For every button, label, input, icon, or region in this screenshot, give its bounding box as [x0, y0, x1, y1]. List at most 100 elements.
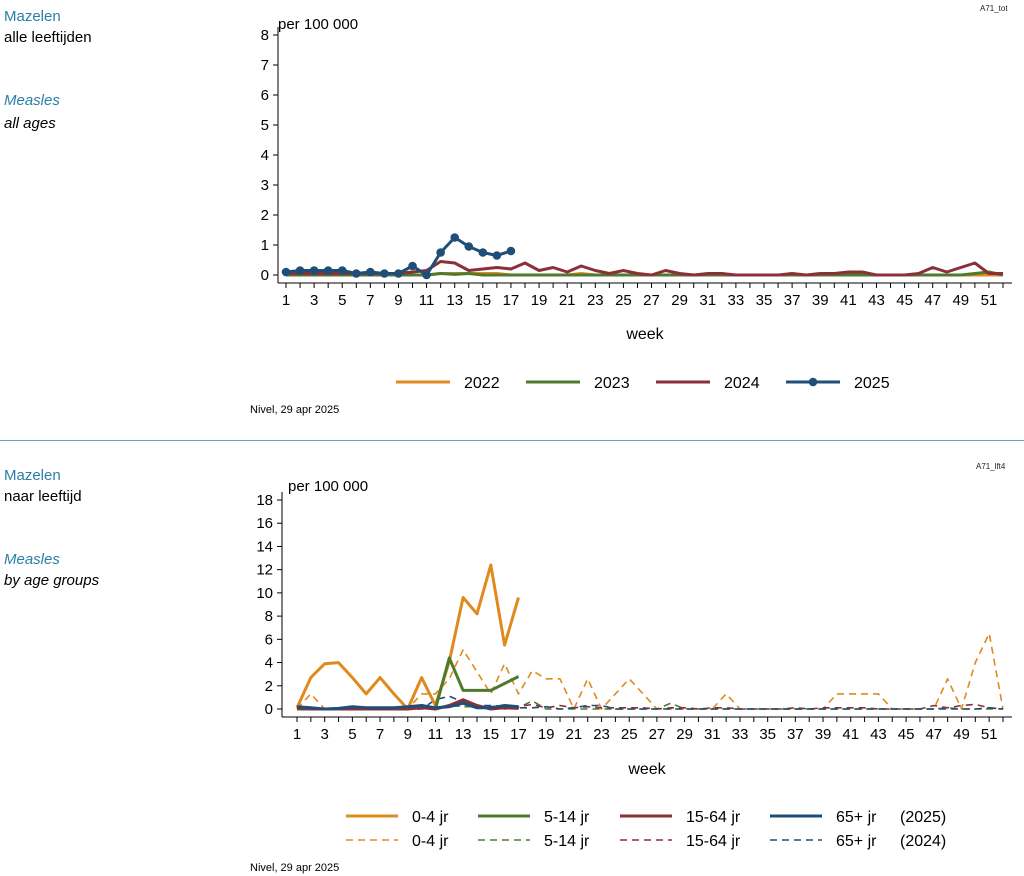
legend-label: 2023: [594, 375, 630, 392]
x-tick-label: 19: [531, 292, 548, 309]
legend: 0-4 jr 5-14 jr 15-64 jr 65+ jr (2025) 0-4 jr 5…: [346, 809, 946, 850]
y-tick-label: 18: [256, 492, 273, 509]
panel2-subtitle-en: by age groups: [4, 572, 100, 589]
panel2-y-unit: per 100 000: [288, 478, 369, 495]
x-tick-label: 51: [981, 726, 998, 743]
x-tick-label: 15: [482, 726, 499, 743]
data-point: [394, 269, 403, 278]
x-tick-label: 3: [321, 726, 329, 743]
x-tick-label: 29: [676, 726, 693, 743]
panel2-subtitle-nl: naar leeftijd: [4, 488, 82, 505]
data-point: [323, 266, 333, 275]
y-tick-label: 14: [256, 538, 273, 555]
y-tick-label: 0: [265, 701, 273, 718]
x-tick-label: 5: [348, 726, 356, 743]
y-tick-label: 6: [261, 87, 269, 104]
x-tick-label: 23: [593, 726, 610, 743]
x-tick-label: 23: [587, 292, 604, 309]
legend-year-label: (2025): [900, 809, 946, 826]
legend-label: 15-64 jr: [686, 809, 741, 826]
y-tick-label: 10: [256, 585, 273, 602]
x-tick-label: 1: [282, 292, 290, 309]
x-tick-label: 33: [732, 726, 749, 743]
panel1-chart-code: A71_tot: [980, 4, 1008, 13]
panel1-title-en: Measles: [4, 92, 60, 109]
x-tick-label: 25: [615, 292, 632, 309]
data-point: [506, 246, 516, 256]
x-axis-label: week: [627, 761, 666, 778]
series-line-65-jr-2025: [296, 701, 519, 711]
panel-divider: [0, 440, 1024, 441]
data-point: [366, 267, 375, 277]
y-tick-label: 2: [261, 207, 269, 224]
x-tick-label: 11: [419, 292, 435, 309]
x-tick-label: 7: [366, 292, 374, 309]
data-point: [351, 269, 361, 278]
panel1-y-unit: per 100 000: [278, 16, 359, 33]
series-line-2024: [286, 260, 1003, 277]
panel2-chart-code: A71_lft4: [976, 462, 1006, 471]
x-tick-label: 27: [649, 726, 666, 743]
x-tick-label: 27: [643, 292, 660, 309]
legend-label: 65+ jr: [836, 809, 877, 826]
x-tick-label: 41: [840, 292, 857, 309]
x-tick-label: 43: [870, 726, 887, 743]
data-point: [492, 251, 502, 260]
x-tick-label: 35: [759, 726, 776, 743]
y-tick-label: 4: [261, 147, 269, 164]
y-tick-label: 7: [261, 57, 269, 74]
series-line-5-14-jr-2025: [297, 656, 520, 711]
x-tick-label: 13: [446, 292, 463, 309]
x-tick-label: 41: [842, 726, 859, 743]
x-tick-label: 21: [559, 292, 576, 309]
x-tick-label: 13: [455, 726, 472, 743]
y-tick-label: 16: [256, 515, 273, 532]
legend: 2022 2023 2024 2025: [396, 375, 890, 392]
panel2-title-nl: Mazelen: [4, 467, 61, 484]
x-tick-label: 9: [404, 726, 412, 743]
series-line-0-4-jr-2025: [295, 563, 520, 711]
legend-label: 15-64 jr: [686, 833, 741, 850]
legend-label: 2024: [724, 375, 760, 392]
panel1-subtitle-nl: alle leeftijden: [4, 29, 92, 46]
y-tick-label: 8: [265, 608, 273, 625]
x-tick-label: 51: [981, 292, 998, 309]
x-tick-label: 31: [704, 726, 721, 743]
panel1-footer: Nivel, 29 apr 2025: [250, 404, 340, 416]
legend-label: 5-14 jr: [544, 833, 590, 850]
y-tick-label: 1: [261, 237, 269, 254]
data-point: [422, 270, 431, 280]
panel1-title-nl: Mazelen: [4, 8, 61, 25]
x-tick-label: 49: [953, 726, 970, 743]
x-tick-label: 37: [787, 726, 804, 743]
data-point: [478, 248, 488, 257]
panel2-title-en: Measles: [4, 551, 60, 568]
legend-label: 0-4 jr: [412, 809, 449, 826]
legend-label: 65+ jr: [836, 833, 877, 850]
data-point: [408, 261, 417, 271]
x-tick-label: 37: [784, 292, 801, 309]
x-tick-label: 19: [538, 726, 555, 743]
x-tick-label: 45: [896, 292, 913, 309]
y-tick-label: 8: [261, 27, 269, 44]
data-point: [309, 266, 319, 275]
y-tick-label: 5: [261, 117, 269, 134]
y-tick-label: 3: [261, 177, 269, 194]
x-tick-label: 17: [503, 292, 520, 309]
y-tick-label: 6: [265, 631, 273, 648]
panel2-footer: Nivel, 29 apr 2025: [250, 862, 340, 874]
x-tick-label: 47: [924, 292, 941, 309]
series-line-0-4-jr-2024: [296, 632, 1004, 710]
x-tick-label: 43: [868, 292, 885, 309]
x-tick-label: 15: [474, 292, 491, 309]
x-tick-label: 21: [566, 726, 583, 743]
x-tick-label: 1: [293, 726, 301, 743]
x-tick-label: 17: [510, 726, 527, 743]
x-tick-label: 33: [728, 292, 745, 309]
data-point: [281, 267, 291, 277]
data-point: [380, 269, 389, 278]
data-point: [337, 266, 347, 275]
